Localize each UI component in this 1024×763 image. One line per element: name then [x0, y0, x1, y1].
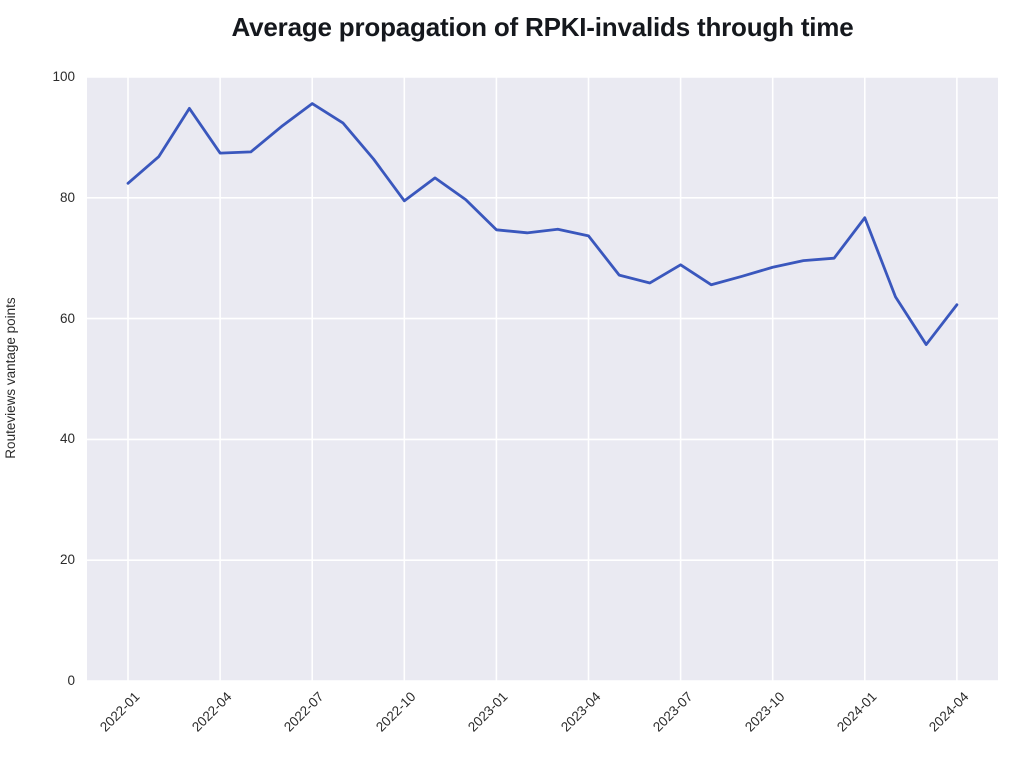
data-line	[126, 102, 959, 346]
y-tick-label: 80	[59, 189, 75, 205]
y-axis-label: Routeviews vantage points	[3, 297, 18, 459]
y-tick-label: 60	[59, 310, 75, 326]
plot-area	[87, 77, 998, 681]
plot-background	[87, 77, 998, 681]
x-tick-label: 2022-01	[96, 689, 143, 735]
y-tick-label: 100	[52, 69, 75, 84]
y-tick-label: 40	[59, 431, 75, 447]
y-tick-label: 20	[59, 552, 75, 568]
y-tick-label: 0	[67, 673, 75, 688]
line-chart-svg	[87, 77, 998, 681]
chart-title: Average propagation of RPKI-invalids thr…	[231, 12, 854, 42]
